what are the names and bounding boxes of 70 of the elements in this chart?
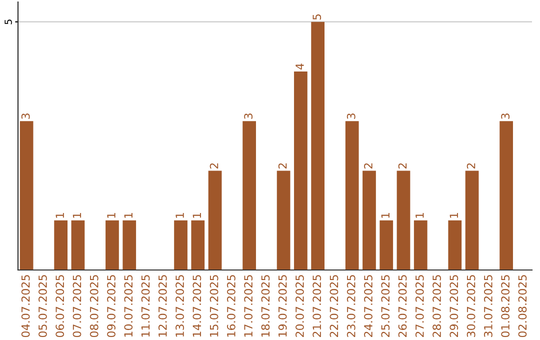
- x-tick-label: 20.07.2025: [296, 275, 304, 337]
- x-tick-label: 28.07.2025: [432, 275, 441, 337]
- data-label: 3: [244, 114, 253, 119]
- data-label: 3: [21, 114, 30, 119]
- data-label: 3: [501, 114, 510, 119]
- bar: [20, 121, 34, 270]
- data-label: 4: [296, 64, 304, 70]
- bar: [500, 121, 513, 270]
- x-tick-label: 13.07.2025: [176, 275, 184, 337]
- x-tick-label: 29.07.2025: [450, 275, 458, 337]
- bar: [345, 121, 359, 270]
- x-tick-label: 02.08.2025: [518, 275, 527, 338]
- data-label: 1: [72, 212, 82, 218]
- data-label: 1: [107, 212, 116, 218]
- data-label: 1: [416, 212, 424, 218]
- bar: [448, 220, 462, 270]
- data-label: 2: [278, 163, 287, 169]
- data-label: 1: [176, 212, 184, 218]
- bar: [208, 170, 222, 270]
- data-label: 2: [364, 163, 372, 169]
- x-tick-label: 22.07.2025: [330, 275, 338, 337]
- x-tick-label: 17.07.2025: [244, 275, 253, 337]
- x-tick-label: 30.07.2025: [466, 275, 476, 337]
- bar: [465, 170, 479, 270]
- x-tick-label: 04.07.2025: [21, 275, 30, 338]
- x-tick-label: 07.07.2025: [72, 275, 82, 338]
- data-label: 1: [381, 212, 390, 218]
- x-tick-label: 15.07.2025: [210, 275, 218, 337]
- data-label: 1: [450, 212, 458, 218]
- bar: [362, 170, 376, 270]
- x-tick-label: 26.07.2025: [398, 275, 407, 337]
- x-tick-label: 25.07.2025: [381, 275, 390, 337]
- x-tick-label: 18.07.2025: [261, 275, 270, 337]
- data-label: 1: [56, 212, 64, 218]
- bar: [191, 220, 205, 270]
- bar: [396, 170, 410, 270]
- x-tick-label: 27.07.2025: [415, 275, 424, 337]
- data-label: 2: [398, 163, 407, 169]
- bar: [106, 220, 119, 270]
- x-tick-label: 21.07.2025: [312, 275, 322, 337]
- data-label: 1: [192, 212, 201, 218]
- bar: [311, 22, 325, 270]
- x-tick-label: 09.07.2025: [107, 275, 116, 338]
- bar: [54, 220, 68, 270]
- data-label: 3: [346, 114, 356, 119]
- x-tick-label: 01.08.2025: [501, 275, 510, 338]
- x-tick-label: 14.07.2025: [192, 275, 202, 337]
- bar: [380, 220, 394, 270]
- bar: [242, 121, 256, 270]
- x-tick-label: 10.07.2025: [124, 275, 133, 337]
- bar: [174, 220, 188, 270]
- bar: [71, 220, 85, 270]
- data-label: 2: [210, 163, 218, 169]
- x-tick-label: 16.07.2025: [226, 275, 236, 337]
- data-label: 5: [312, 14, 322, 20]
- x-tick-label: 31.07.2025: [484, 275, 492, 337]
- x-tick-label: 06.07.2025: [56, 275, 64, 338]
- x-tick-label: 08.07.2025: [90, 275, 98, 338]
- bar: [122, 220, 136, 270]
- x-tick-label: 12.07.2025: [158, 275, 167, 337]
- x-tick-label: 19.07.2025: [278, 275, 287, 337]
- x-tick-label: 24.07.2025: [364, 275, 372, 337]
- bar: [414, 220, 428, 270]
- x-tick-label: 05.07.2025: [38, 275, 47, 338]
- x-tick-label: 23.07.2025: [346, 275, 356, 337]
- data-label: 2: [466, 163, 476, 169]
- bar: [276, 170, 290, 270]
- data-label: 1: [124, 212, 132, 218]
- x-tick-label: 11.07.2025: [141, 275, 150, 337]
- bar: [294, 71, 308, 270]
